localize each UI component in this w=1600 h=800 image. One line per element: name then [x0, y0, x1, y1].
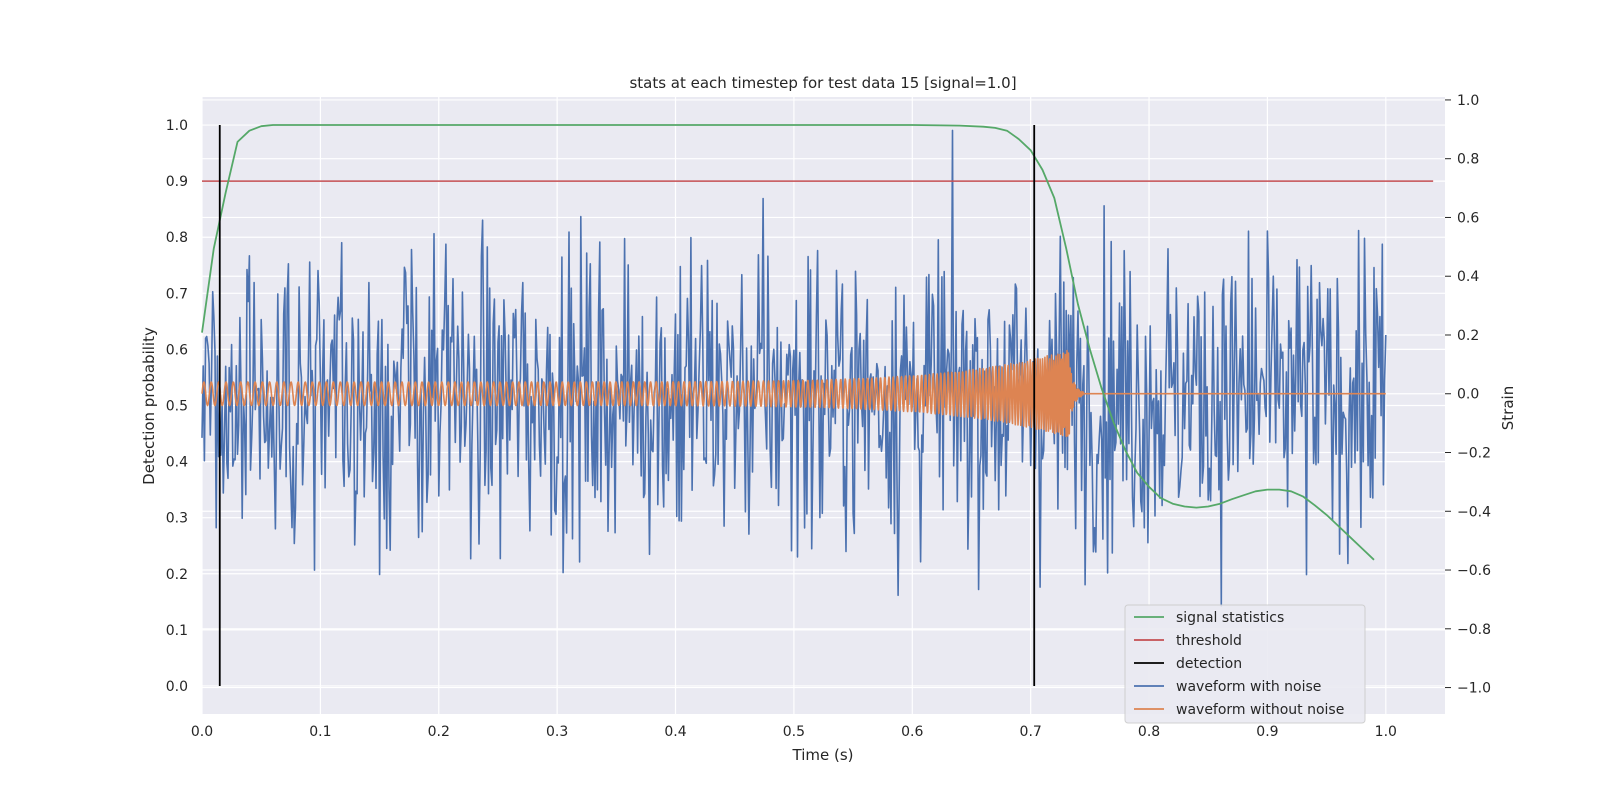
y-left-tick-label: 0.8	[166, 230, 188, 246]
series-layer	[201, 124, 1434, 686]
x-tick-label: 0.2	[428, 724, 450, 740]
x-tick-label: 0.1	[309, 724, 331, 740]
x-tick-label: 0.5	[783, 724, 805, 740]
x-axis-ticks: 0.0 0.1 0.2 0.3 0.4 0.5 0.6 0.7 0.8 0.9 1.0	[191, 724, 1397, 740]
y-right-axis-ticks: −1.0 −0.8 −0.6 −0.4 −0.2 0.0 0.2 0.4 0.6 0.8 1.0	[1445, 93, 1491, 697]
legend-label: detection	[1176, 656, 1242, 672]
y-right-tick-label: 0.8	[1457, 152, 1479, 168]
legend-label: threshold	[1176, 633, 1242, 649]
y-left-tick-label: 0.7	[166, 286, 188, 302]
y-right-axis-label: Strain	[1499, 386, 1517, 430]
y-right-tick-label: −1.0	[1457, 681, 1491, 697]
chart-title: stats at each timestep for test data 15 …	[629, 74, 1016, 92]
legend: signal statistics threshold detection wavef…	[1124, 604, 1366, 724]
y-left-axis-ticks: 0.0 0.1 0.2 0.3 0.4 0.5 0.6 0.7 0.8 0.9 1.0	[166, 118, 188, 695]
y-right-tick-label: 0.4	[1457, 269, 1479, 285]
series-waveform-without-noise	[201, 349, 1387, 438]
x-tick-label: 0.4	[664, 724, 686, 740]
x-tick-label: 0.0	[191, 724, 213, 740]
y-right-tick-label: 0.6	[1457, 210, 1479, 226]
y-left-tick-label: 0.6	[166, 342, 188, 358]
x-tick-label: 0.9	[1256, 724, 1278, 740]
legend-label: signal statistics	[1176, 610, 1284, 626]
y-left-tick-label: 0.1	[166, 623, 188, 639]
y-right-tick-label: 0.0	[1457, 387, 1479, 403]
y-right-tick-label: −0.4	[1457, 504, 1491, 520]
series-waveform-with-noise	[201, 129, 1387, 607]
y-left-tick-label: 0.5	[166, 399, 188, 415]
y-left-tick-label: 0.3	[166, 511, 188, 527]
legend-label: waveform with noise	[1176, 679, 1321, 695]
y-left-tick-label: 0.9	[166, 174, 188, 190]
legend-box	[1124, 604, 1366, 724]
y-right-tick-label: −0.8	[1457, 622, 1491, 638]
y-left-tick-label: 0.0	[166, 679, 188, 695]
x-tick-label: 0.3	[546, 724, 568, 740]
y-left-tick-label: 1.0	[166, 118, 188, 134]
legend-label: waveform without noise	[1176, 702, 1344, 718]
x-tick-label: 0.6	[901, 724, 923, 740]
y-left-tick-label: 0.4	[166, 455, 188, 471]
x-tick-label: 1.0	[1375, 724, 1397, 740]
y-right-tick-label: −0.2	[1457, 446, 1491, 462]
y-right-tick-label: −0.6	[1457, 563, 1491, 579]
y-right-tick-label: 1.0	[1457, 93, 1479, 109]
y-right-tick-label: 0.2	[1457, 328, 1479, 344]
y-left-tick-label: 0.2	[166, 567, 188, 583]
x-tick-label: 0.8	[1138, 724, 1160, 740]
x-axis-label: Time (s)	[792, 746, 854, 764]
x-tick-label: 0.7	[1020, 724, 1042, 740]
y-left-axis-label: Detection probability	[140, 327, 158, 485]
series-signal-statistics	[201, 124, 1375, 561]
